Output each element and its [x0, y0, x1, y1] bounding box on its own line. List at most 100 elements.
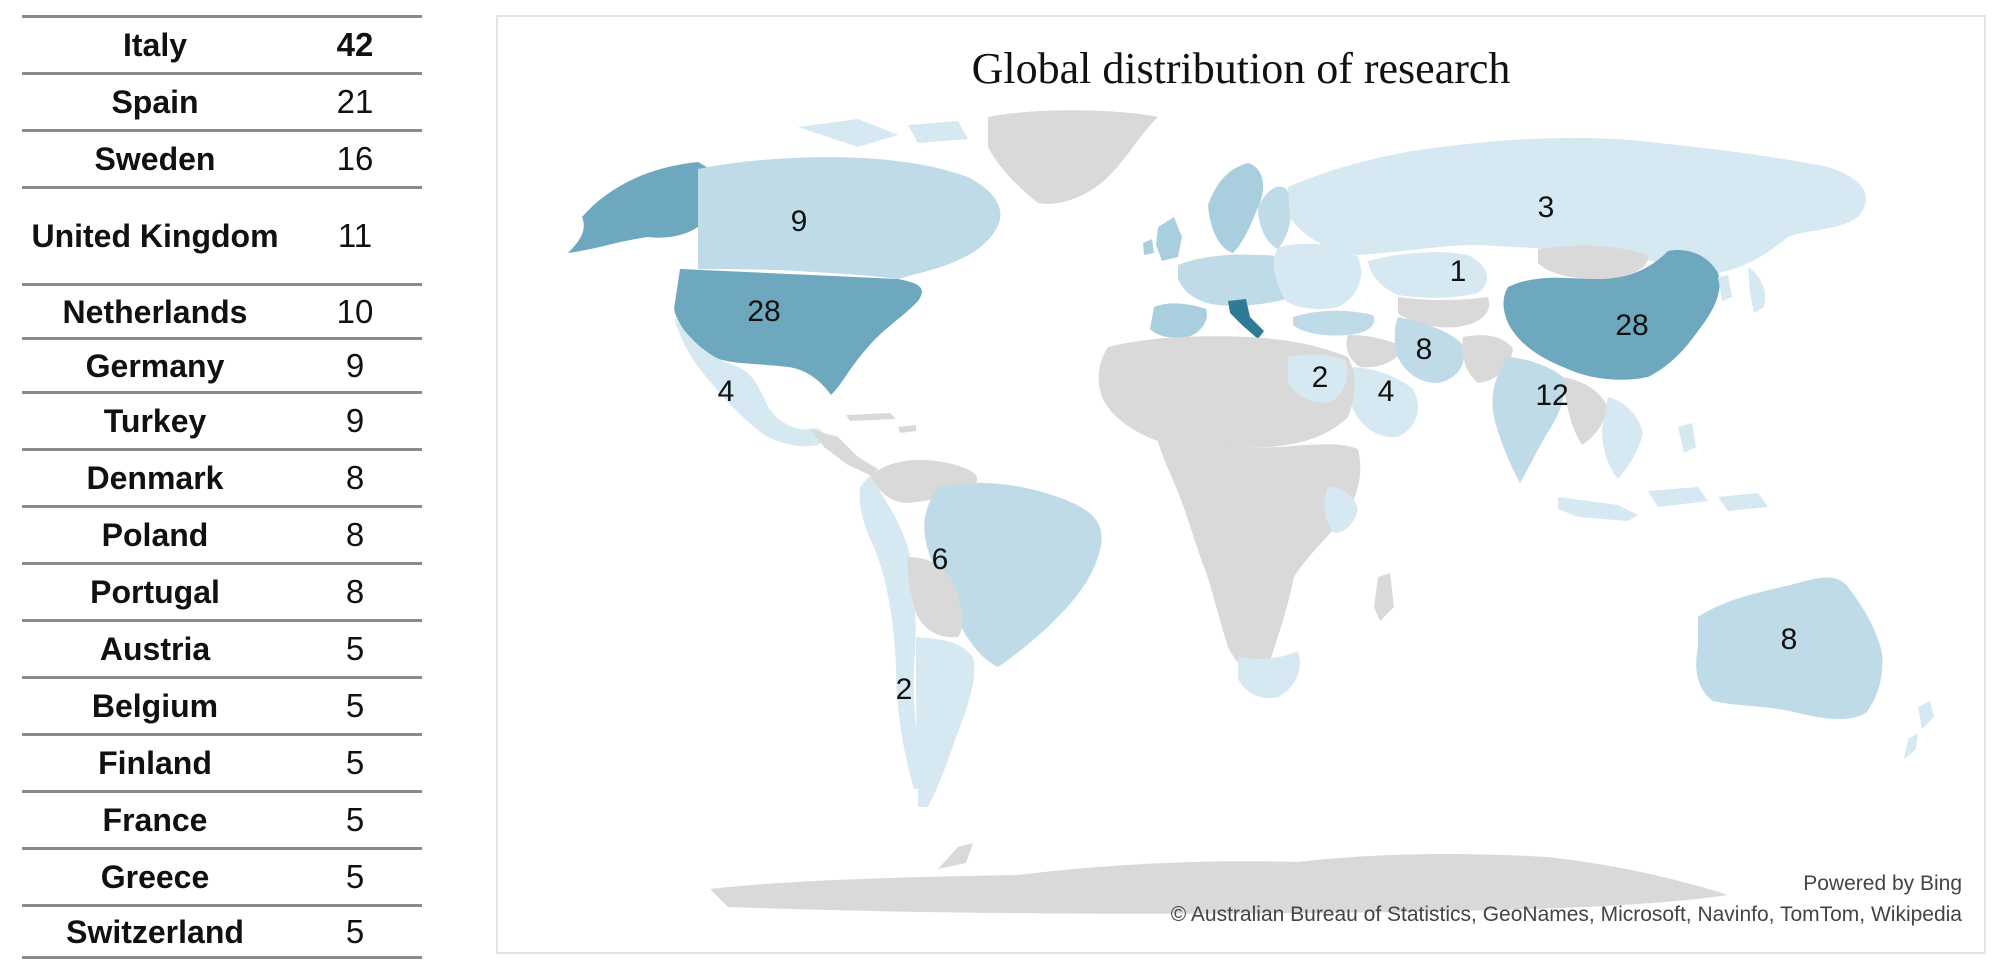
- country-count-cell: 42: [336, 26, 374, 63]
- country-count-cell: 11: [337, 217, 373, 254]
- central-africa-region: [1158, 441, 1361, 671]
- bolivia-paraguay-region: [907, 557, 963, 638]
- turkey-region: [1293, 310, 1375, 336]
- country-count-cell: 10: [336, 292, 374, 330]
- country-count-table: Italy 42 Spain 21 Sweden 16 United Kingdom 11 Ne…: [22, 15, 422, 959]
- usa-region: [674, 269, 922, 395]
- peru-chile-region: [859, 475, 926, 789]
- country-name-cell: Germany: [85, 347, 225, 384]
- country-name-cell: Switzerland: [66, 913, 244, 950]
- russia-region: [1288, 137, 1867, 273]
- country-name-cell: Netherlands: [62, 293, 248, 330]
- table-row: United Kingdom 11: [22, 186, 422, 283]
- usa-count-label: 28: [747, 295, 780, 328]
- saudi-arabia-count-label: 4: [1378, 375, 1395, 408]
- china-region: [1503, 249, 1720, 380]
- country-count-cell: 8: [345, 573, 365, 610]
- table-row: Italy 42: [22, 15, 422, 72]
- table-row: Netherlands 10: [22, 283, 422, 337]
- egypt-region: [1288, 354, 1348, 403]
- iran-region: [1394, 317, 1465, 383]
- china-count-label: 28: [1615, 309, 1648, 342]
- brazil-count-label: 6: [932, 543, 949, 576]
- alaska-region: [568, 162, 710, 253]
- kazakhstan-count-label: 1: [1450, 255, 1467, 288]
- indonesia-region: [1558, 487, 1768, 521]
- table-row: Austria 5: [22, 619, 422, 676]
- madagascar-region: [1374, 573, 1394, 621]
- uk-ireland-region: [1143, 217, 1182, 261]
- table-row: Finland 5: [22, 733, 422, 790]
- table-row: Portugal 8: [22, 562, 422, 619]
- country-count-cell: 5: [345, 687, 365, 724]
- mongolia-region: [1538, 245, 1649, 279]
- table-row: Denmark 8: [22, 448, 422, 505]
- brazil-region: [924, 482, 1102, 667]
- italy-region: [1228, 299, 1264, 339]
- country-name-cell: Sweden: [94, 141, 216, 177]
- map-frame: Global distribution of research: [496, 15, 1986, 954]
- table-row: Switzerland 5: [22, 904, 422, 959]
- country-name-cell: France: [102, 802, 208, 838]
- canada-arctic-islands: [798, 119, 968, 147]
- country-name-cell: Finland: [98, 745, 212, 781]
- argentina-count-label: 2: [896, 673, 913, 706]
- iberia-region: [1150, 303, 1207, 338]
- world-map: 3 9 1 28 28 8 2 4 12 4 6 2 8: [568, 110, 1934, 914]
- country-name-cell: Greece: [100, 859, 210, 895]
- country-name-cell: Spain: [111, 84, 199, 120]
- canada-region: [698, 157, 1001, 279]
- country-name-cell: Belgium: [91, 688, 219, 724]
- table-row: Spain 21: [22, 72, 422, 129]
- table-row: Germany 9: [22, 337, 422, 391]
- australia-region: [1696, 577, 1883, 720]
- east-africa-region: [1324, 487, 1358, 533]
- antarctica-peninsula: [938, 843, 973, 869]
- country-name-cell: Turkey: [103, 403, 207, 439]
- country-count-cell: 9: [345, 402, 365, 439]
- country-count-cell: 5: [345, 801, 365, 838]
- antarctica-region: [710, 854, 1728, 914]
- country-count-cell: 5: [345, 912, 365, 950]
- korea-japan-region: [1718, 267, 1766, 313]
- canada-count-label: 9: [791, 205, 808, 238]
- country-name-cell: United Kingdom: [31, 218, 279, 254]
- country-name-cell: Portugal: [90, 574, 220, 610]
- country-count-cell: 5: [345, 630, 365, 667]
- table-row: Turkey 9: [22, 391, 422, 448]
- country-name-cell: Poland: [101, 517, 209, 553]
- greenland-region: [988, 110, 1158, 204]
- table-row: Belgium 5: [22, 676, 422, 733]
- russia-count-label: 3: [1538, 191, 1555, 224]
- country-count-cell: 8: [345, 459, 365, 496]
- iran-count-label: 8: [1416, 333, 1433, 366]
- middle-east-gray-region: [1346, 335, 1403, 368]
- country-count-cell: 16: [336, 140, 374, 177]
- southeast-asia-region: [1602, 397, 1643, 479]
- argentina-region: [916, 637, 975, 807]
- map-title: Global distribution of research: [971, 44, 1511, 93]
- map-attribution: Powered by Bing © Australian Bureau of S…: [1171, 868, 1962, 930]
- southeast-asia-gray-region: [1563, 377, 1608, 445]
- south-africa-region: [1238, 651, 1300, 699]
- central-america-region: [810, 429, 878, 475]
- mexico-count-label: 4: [718, 375, 735, 408]
- caribbean-region: [846, 413, 916, 433]
- copyright-text: © Australian Bureau of Statistics, GeoNa…: [1170, 903, 1962, 926]
- country-count-cell: 5: [345, 744, 365, 781]
- kazakhstan-region: [1368, 252, 1488, 298]
- central-asia-region: [1398, 297, 1490, 328]
- country-name-cell: Austria: [99, 631, 211, 667]
- scandinavia-region: [1208, 163, 1264, 253]
- powered-by-text: Powered by Bing: [1803, 872, 1962, 895]
- country-name-cell: Denmark: [86, 460, 224, 496]
- table-row: France 5: [22, 790, 422, 847]
- country-count-cell: 8: [345, 516, 365, 553]
- table-row: Poland 8: [22, 505, 422, 562]
- eastern-europe-region: [1273, 243, 1362, 309]
- egypt-count-label: 2: [1312, 361, 1329, 394]
- finland-region: [1258, 186, 1292, 249]
- australia-count-label: 8: [1781, 623, 1798, 656]
- table-row: Sweden 16: [22, 129, 422, 186]
- country-count-cell: 5: [345, 858, 365, 895]
